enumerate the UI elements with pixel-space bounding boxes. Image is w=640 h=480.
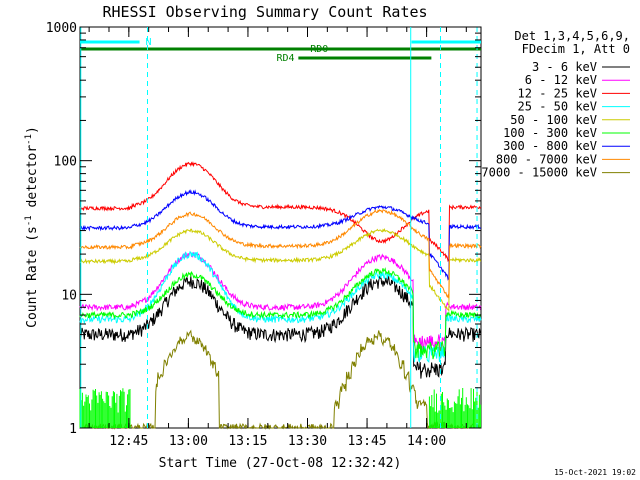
legend-label: 25 - 50 keV [518, 100, 597, 114]
legend-label: 100 - 300 keV [503, 126, 597, 140]
legend-header-2: FDecim 1, Att 0 [522, 42, 630, 56]
x-tick-label: 14:00 [407, 434, 446, 449]
series-line [79, 250, 482, 363]
legend: Det 1,3,4,5,6,9, FDecim 1, Att 0 3 - 6 k… [481, 29, 630, 180]
series-line [79, 227, 482, 312]
series-line [80, 329, 482, 430]
chart-title: RHESSI Observing Summary Count Rates [102, 3, 427, 21]
series-layer [79, 161, 482, 430]
annotations: N RD0 RD4 [80, 27, 481, 428]
x-tick-label: 13:00 [169, 434, 208, 449]
x-axis-label: Start Time (27-Oct-08 12:32:42) [159, 456, 402, 471]
x-tick-label: 13:15 [228, 434, 267, 449]
series-line [79, 274, 482, 379]
y-tick-label: 1 [69, 422, 77, 437]
axis-ticks: 1 10 100 1000 12:45 13:00 13:15 13:30 13:45 14:00 [46, 21, 481, 449]
series-line [79, 209, 482, 299]
n-label: N [146, 37, 152, 48]
rd4-label: RD4 [277, 53, 295, 64]
legend-label: 50 - 100 keV [510, 113, 597, 127]
y-tick-label: 10 [61, 288, 77, 303]
x-tick-label: 13:45 [347, 434, 386, 449]
footer-timestamp: 15-Oct-2021 19:02 [554, 468, 636, 477]
y-tick-label: 1000 [46, 21, 77, 36]
y-axis-label: Count Rate (s-1 detector-1) [24, 126, 40, 328]
series-line [79, 267, 482, 360]
rd0-label: RD0 [310, 44, 328, 55]
y-tick-label: 100 [54, 155, 77, 170]
series-line [79, 251, 482, 352]
x-tick-label: 13:30 [288, 434, 327, 449]
x-tick-label: 12:45 [109, 434, 148, 449]
legend-label: 800 - 7000 keV [496, 152, 597, 166]
series-line [79, 189, 482, 281]
legend-label: 3 - 6 keV [532, 60, 597, 74]
series-noise-block [428, 388, 482, 428]
legend-label: 7000 - 15000 keV [481, 166, 597, 180]
legend-label: 6 - 12 keV [525, 73, 597, 87]
series-noise-block [79, 388, 131, 428]
legend-label: 12 - 25 keV [518, 86, 597, 100]
legend-label: 300 - 800 keV [503, 139, 597, 153]
legend-header-1: Det 1,3,4,5,6,9, [514, 29, 630, 43]
